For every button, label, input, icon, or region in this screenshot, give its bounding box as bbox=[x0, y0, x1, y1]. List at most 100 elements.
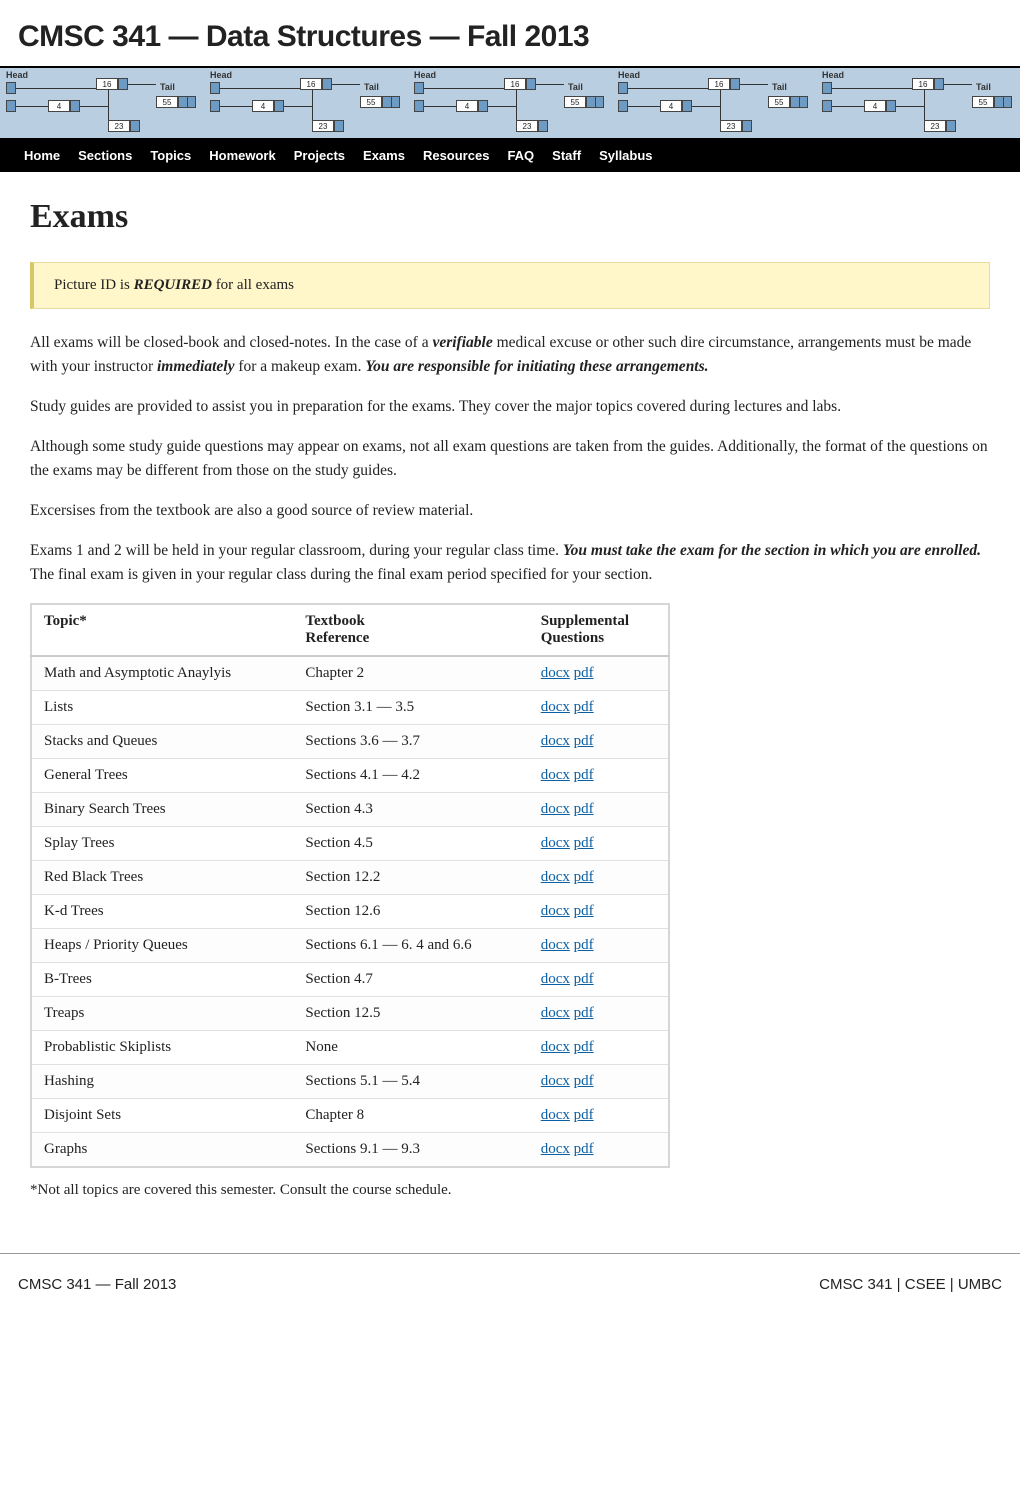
link-docx[interactable]: docx bbox=[541, 1005, 570, 1021]
link-docx[interactable]: docx bbox=[541, 733, 570, 749]
link-docx[interactable]: docx bbox=[541, 869, 570, 885]
alert-required: REQUIRED bbox=[134, 277, 212, 293]
cell-topic: Probablistic Skiplists bbox=[31, 1031, 293, 1065]
page-heading: Exams bbox=[30, 198, 990, 236]
node-23: 23 bbox=[720, 120, 742, 132]
node-arrow-icon bbox=[274, 100, 284, 112]
head-node-icon bbox=[618, 82, 628, 94]
tail-label: Tail bbox=[772, 82, 787, 92]
main-nav: Home Sections Topics Homework Projects Exams R… bbox=[0, 138, 1020, 172]
head-node-icon bbox=[822, 100, 832, 112]
node-arrow-icon bbox=[682, 100, 692, 112]
table-row: HashingSections 5.1 — 5.4docx pdf bbox=[31, 1065, 669, 1099]
link-pdf[interactable]: pdf bbox=[574, 971, 594, 987]
link-docx[interactable]: docx bbox=[541, 937, 570, 953]
cell-topic: Heaps / Priority Queues bbox=[31, 929, 293, 963]
head-node-icon bbox=[822, 82, 832, 94]
link-pdf[interactable]: pdf bbox=[574, 665, 594, 681]
head-node-icon bbox=[6, 82, 16, 94]
link-line bbox=[488, 106, 516, 107]
link-line bbox=[284, 106, 312, 107]
table-row: Binary Search TreesSection 4.3docx pdf bbox=[31, 793, 669, 827]
paragraph-1: All exams will be closed-book and closed… bbox=[30, 331, 990, 379]
link-pdf[interactable]: pdf bbox=[574, 801, 594, 817]
link-pdf[interactable]: pdf bbox=[574, 1107, 594, 1123]
p5b: You must take the exam for the section i… bbox=[563, 542, 981, 559]
link-docx[interactable]: docx bbox=[541, 835, 570, 851]
link-docx[interactable]: docx bbox=[541, 903, 570, 919]
p1d: immediately bbox=[157, 358, 234, 375]
link-line bbox=[16, 88, 96, 89]
link-docx[interactable]: docx bbox=[541, 665, 570, 681]
link-pdf[interactable]: pdf bbox=[574, 699, 594, 715]
skiplist-tile: Head Tail 16 4 55 23 bbox=[204, 68, 404, 138]
node-55: 55 bbox=[768, 96, 790, 108]
paragraph-4: Excersises from the textbook are also a … bbox=[30, 499, 990, 523]
node-arrow-icon bbox=[730, 78, 740, 90]
node-arrow-icon bbox=[526, 78, 536, 90]
node-4: 4 bbox=[252, 100, 274, 112]
cell-ref: Sections 9.1 — 9.3 bbox=[293, 1133, 528, 1168]
paragraph-5: Exams 1 and 2 will be held in your regul… bbox=[30, 539, 990, 587]
link-pdf[interactable]: pdf bbox=[574, 835, 594, 851]
link-docx[interactable]: docx bbox=[541, 801, 570, 817]
node-16: 16 bbox=[504, 78, 526, 90]
link-pdf[interactable]: pdf bbox=[574, 1005, 594, 1021]
nav-item-sections[interactable]: Sections bbox=[78, 148, 132, 163]
nav-item-exams[interactable]: Exams bbox=[363, 148, 405, 163]
link-pdf[interactable]: pdf bbox=[574, 903, 594, 919]
head-label: Head bbox=[618, 70, 640, 80]
table-row: Heaps / Priority QueuesSections 6.1 — 6.… bbox=[31, 929, 669, 963]
link-docx[interactable]: docx bbox=[541, 1073, 570, 1089]
link-docx[interactable]: docx bbox=[541, 699, 570, 715]
link-vline bbox=[924, 90, 925, 120]
footer-right: CMSC 341 | CSEE | UMBC bbox=[819, 1276, 1002, 1293]
content-area: Exams Picture ID is REQUIRED for all exa… bbox=[0, 172, 1020, 1235]
tail-label: Tail bbox=[976, 82, 991, 92]
link-docx[interactable]: docx bbox=[541, 1039, 570, 1055]
nav-item-homework[interactable]: Homework bbox=[209, 148, 275, 163]
link-pdf[interactable]: pdf bbox=[574, 1039, 594, 1055]
banner-skiplist: Head Tail 16 4 55 23 Head Tail 16 4 55 2… bbox=[0, 68, 1020, 138]
link-pdf[interactable]: pdf bbox=[574, 1141, 594, 1157]
cell-topic: Treaps bbox=[31, 997, 293, 1031]
nav-item-home[interactable]: Home bbox=[24, 148, 60, 163]
cell-links: docx pdf bbox=[529, 725, 669, 759]
p5c: The final exam is given in your regular … bbox=[30, 566, 652, 583]
link-pdf[interactable]: pdf bbox=[574, 869, 594, 885]
th-supp: Supplemental Questions bbox=[529, 604, 669, 656]
table-row: Math and Asymptotic AnaylyisChapter 2doc… bbox=[31, 656, 669, 691]
link-line bbox=[220, 106, 252, 107]
link-pdf[interactable]: pdf bbox=[574, 767, 594, 783]
nav-item-syllabus[interactable]: Syllabus bbox=[599, 148, 652, 163]
link-line bbox=[424, 88, 504, 89]
node-23: 23 bbox=[108, 120, 130, 132]
table-row: B-TreesSection 4.7docx pdf bbox=[31, 963, 669, 997]
nav-item-resources[interactable]: Resources bbox=[423, 148, 489, 163]
link-vline bbox=[312, 90, 313, 120]
link-pdf[interactable]: pdf bbox=[574, 1073, 594, 1089]
head-label: Head bbox=[210, 70, 232, 80]
node-arrow-icon bbox=[322, 78, 332, 90]
nav-item-faq[interactable]: FAQ bbox=[507, 148, 534, 163]
link-docx[interactable]: docx bbox=[541, 1107, 570, 1123]
cell-links: docx pdf bbox=[529, 691, 669, 725]
node-55: 55 bbox=[156, 96, 178, 108]
link-pdf[interactable]: pdf bbox=[574, 937, 594, 953]
node-arrow-icon bbox=[334, 120, 344, 132]
cell-links: docx pdf bbox=[529, 1099, 669, 1133]
nav-item-staff[interactable]: Staff bbox=[552, 148, 581, 163]
node-55: 55 bbox=[564, 96, 586, 108]
link-docx[interactable]: docx bbox=[541, 971, 570, 987]
skiplist-tile: Head Tail 16 4 55 23 bbox=[0, 68, 200, 138]
nav-item-topics[interactable]: Topics bbox=[150, 148, 191, 163]
link-pdf[interactable]: pdf bbox=[574, 733, 594, 749]
head-label: Head bbox=[822, 70, 844, 80]
cell-ref: Sections 6.1 — 6. 4 and 6.6 bbox=[293, 929, 528, 963]
node-arrow-icon bbox=[790, 96, 800, 108]
link-line bbox=[220, 88, 300, 89]
link-docx[interactable]: docx bbox=[541, 1141, 570, 1157]
head-label: Head bbox=[6, 70, 28, 80]
link-docx[interactable]: docx bbox=[541, 767, 570, 783]
nav-item-projects[interactable]: Projects bbox=[294, 148, 345, 163]
